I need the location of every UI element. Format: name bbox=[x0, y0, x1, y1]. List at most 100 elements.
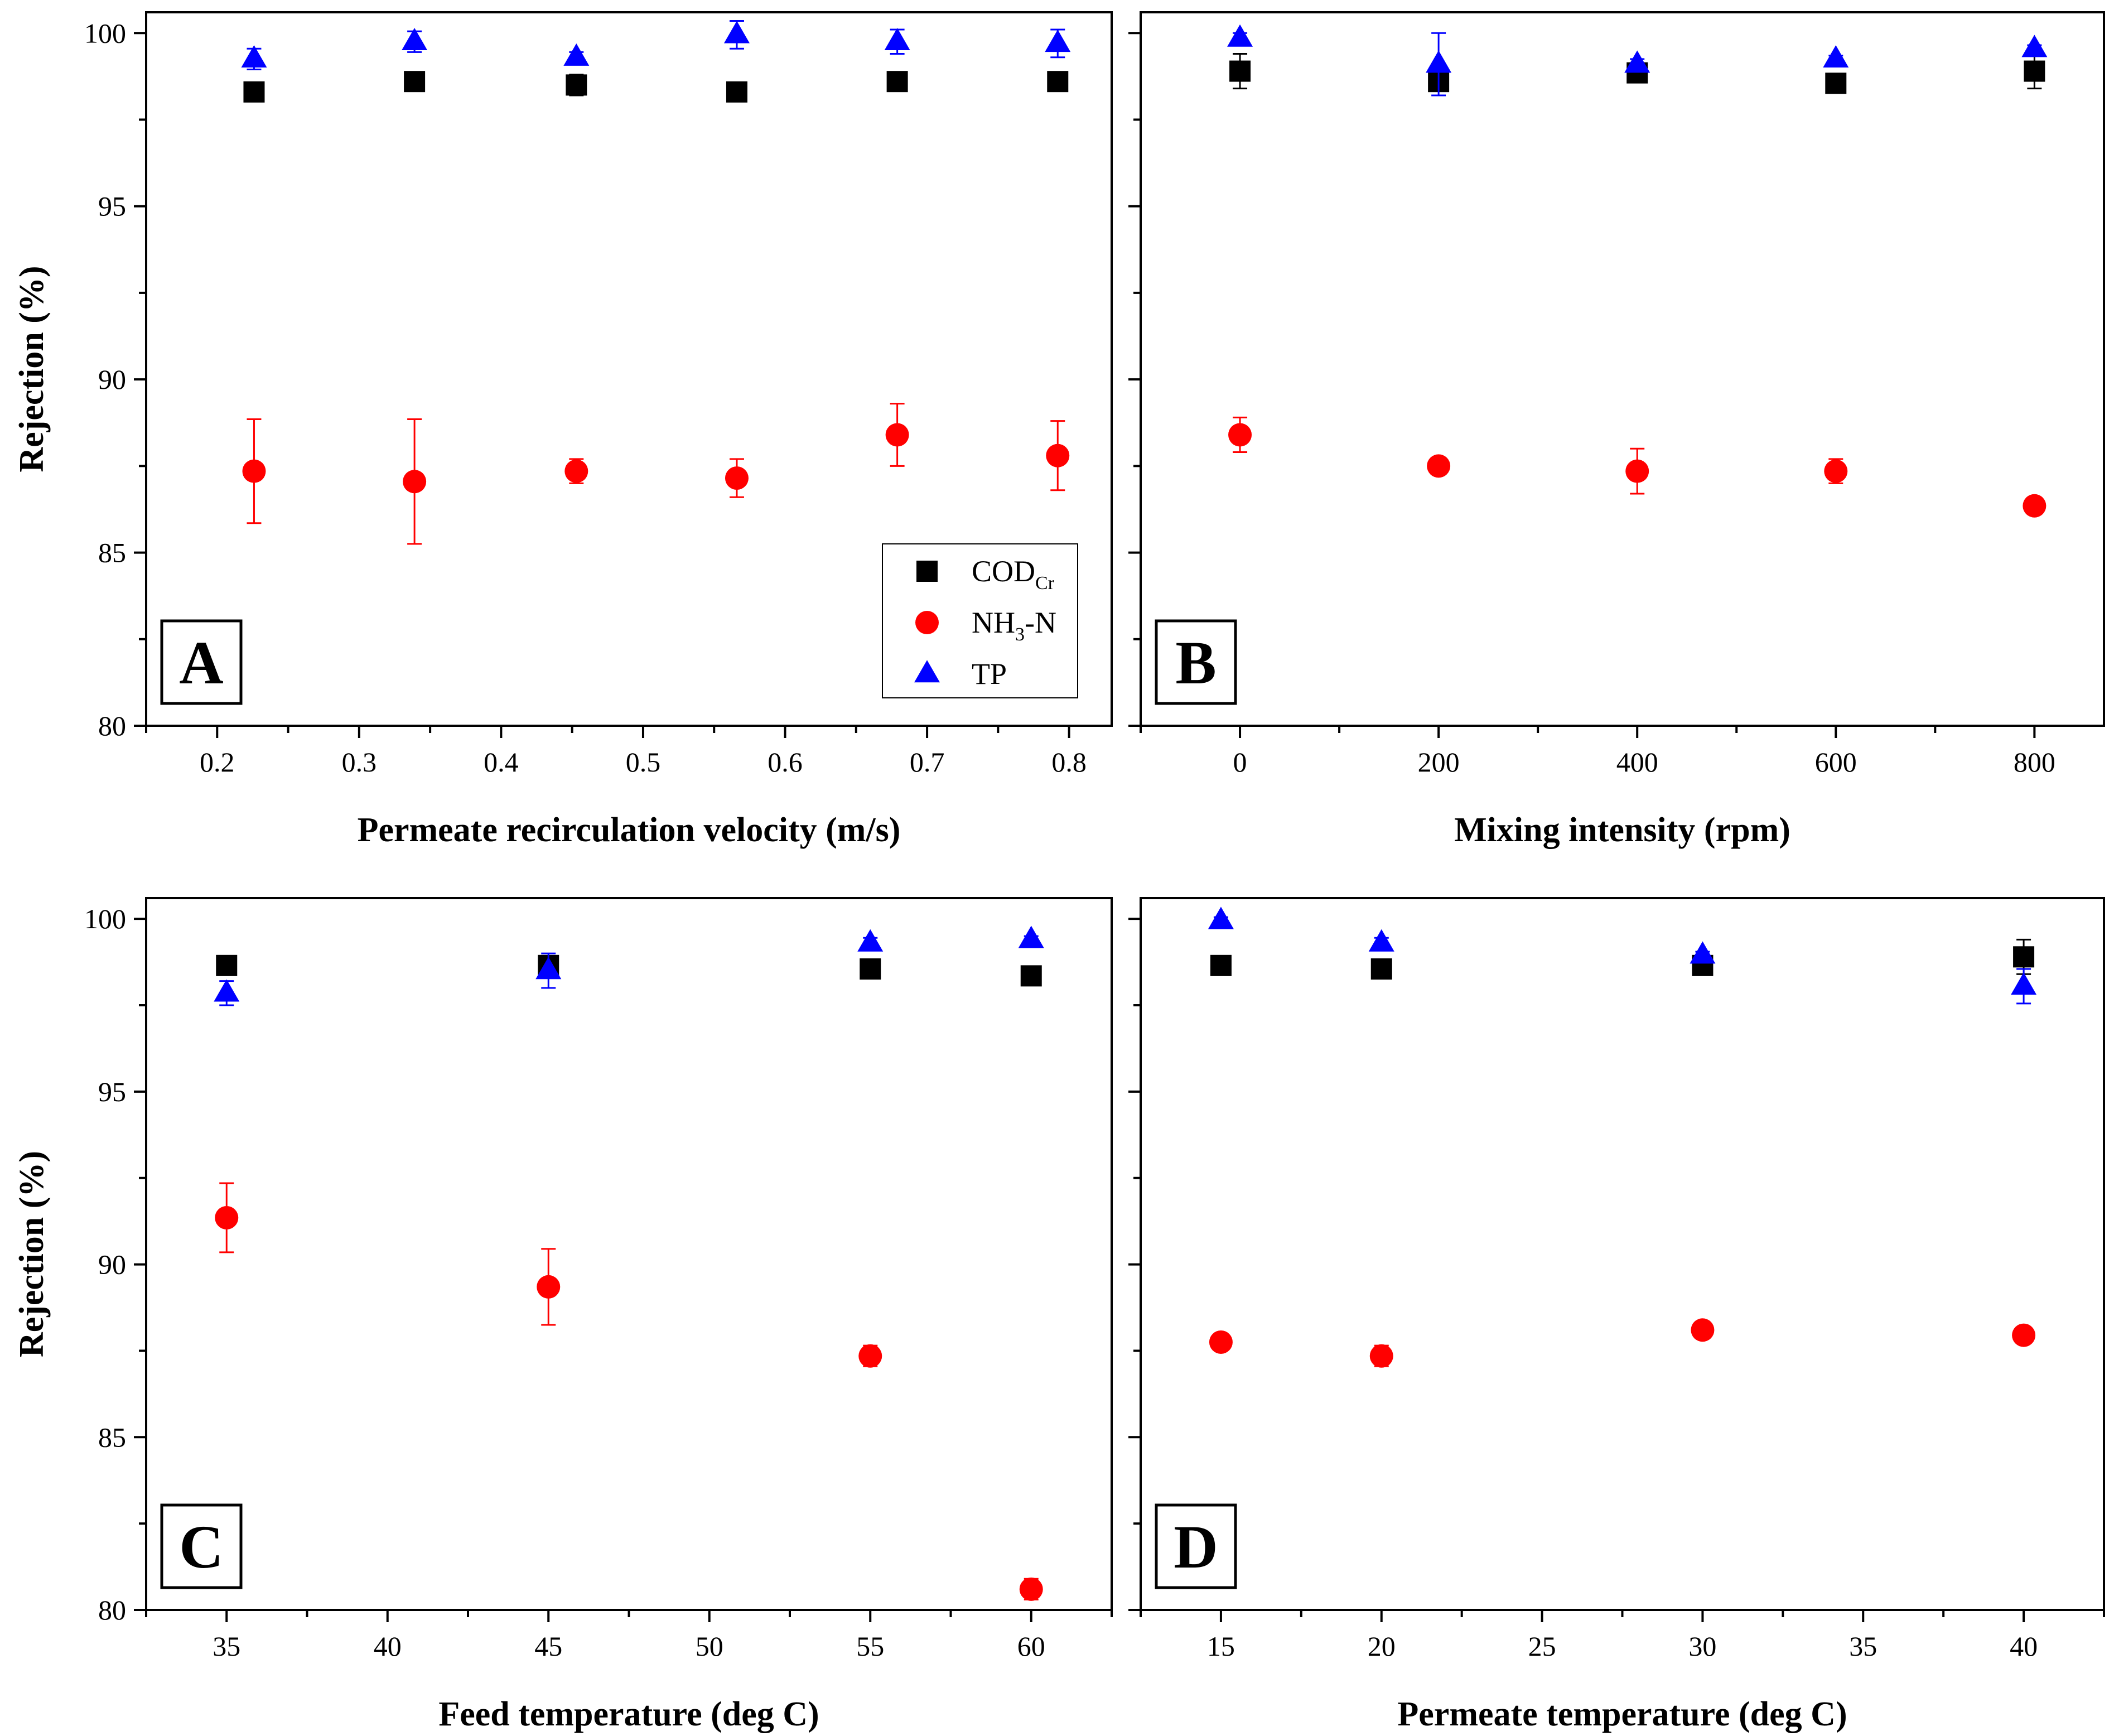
data-point-nh3 bbox=[1228, 423, 1252, 447]
x-tick-label: 600 bbox=[1815, 746, 1857, 778]
data-point-cod bbox=[216, 954, 238, 976]
y-tick-label: 85 bbox=[98, 1421, 126, 1453]
data-point-cod bbox=[1370, 958, 1392, 980]
data-point-cod bbox=[1210, 954, 1232, 976]
x-tick-label: 0.4 bbox=[484, 746, 519, 778]
data-point-cod bbox=[2024, 60, 2045, 82]
data-point-nh3 bbox=[858, 1344, 882, 1368]
y-tick-label: 80 bbox=[98, 710, 126, 741]
data-point-nh3 bbox=[1427, 454, 1451, 478]
data-point-tp bbox=[1823, 45, 1849, 68]
data-point-nh3 bbox=[1691, 1318, 1715, 1342]
x-tick-label: 35 bbox=[1849, 1631, 1877, 1662]
data-point-nh3 bbox=[725, 466, 749, 490]
plot-frame bbox=[145, 11, 1113, 727]
y-tick-label: 100 bbox=[84, 903, 126, 934]
series-nh3 bbox=[1228, 416, 2047, 518]
data-point-nh3 bbox=[1046, 443, 1070, 467]
x-tick-label: 25 bbox=[1528, 1631, 1556, 1662]
data-point-nh3 bbox=[1625, 459, 1649, 483]
data-point-tp bbox=[535, 957, 562, 980]
y-tick-label: 95 bbox=[98, 191, 126, 222]
x-tick-label: 15 bbox=[1207, 1631, 1235, 1662]
data-point-cod bbox=[243, 81, 265, 103]
data-point-nh3 bbox=[242, 459, 266, 483]
x-tick-label: 60 bbox=[1017, 1631, 1045, 1662]
data-point-tp bbox=[1624, 50, 1650, 73]
data-point-tp bbox=[1227, 24, 1253, 47]
data-point-tp bbox=[884, 27, 910, 50]
series-cod bbox=[243, 71, 1069, 103]
legend-marker-cod bbox=[916, 561, 938, 582]
data-point-tp bbox=[214, 979, 240, 1002]
x-tick-label: 0 bbox=[1233, 746, 1247, 778]
data-point-nh3 bbox=[1209, 1330, 1233, 1354]
legend-label: CODCr bbox=[972, 554, 1055, 594]
data-point-cod bbox=[860, 958, 881, 980]
y-tick-label: 95 bbox=[98, 1076, 126, 1107]
data-point-cod bbox=[404, 71, 426, 93]
data-point-nh3 bbox=[215, 1205, 239, 1229]
data-point-cod bbox=[1047, 71, 1069, 93]
panel-b: 0 200 400 600 800 Mixing intensity (rpm) B bbox=[1128, 11, 2105, 849]
y-axis-title: Rejection (%) bbox=[13, 266, 51, 472]
series-tp bbox=[241, 20, 1071, 70]
panel-label-box bbox=[160, 619, 243, 705]
data-point-cod bbox=[566, 74, 587, 96]
x-axis-title: Mixing intensity (rpm) bbox=[1454, 811, 1790, 849]
data-point-tp bbox=[1368, 929, 1394, 952]
x-tick-label: 40 bbox=[374, 1631, 402, 1662]
y-tick-label: 80 bbox=[98, 1594, 126, 1626]
x-tick-label: 800 bbox=[2014, 746, 2055, 778]
panel-label: A bbox=[179, 629, 223, 697]
panel-label: B bbox=[1175, 629, 1216, 697]
data-point-tp bbox=[1045, 30, 1071, 52]
data-point-nh3 bbox=[1824, 459, 1848, 483]
panel-label: C bbox=[179, 1513, 223, 1581]
data-point-nh3 bbox=[2023, 494, 2047, 518]
x-tick-label: 0.6 bbox=[768, 746, 803, 778]
panel-d: 15 20 25 30 35 40 Permeate temperature (deg C)… bbox=[1128, 897, 2105, 1733]
data-point-tp bbox=[1426, 50, 1452, 73]
x-tick-label: 55 bbox=[856, 1631, 884, 1662]
x-axis-title: Permeate temperature (deg C) bbox=[1397, 1695, 1847, 1733]
data-point-cod bbox=[726, 81, 747, 103]
data-point-tp bbox=[563, 43, 590, 66]
series-nh3 bbox=[242, 403, 1070, 545]
data-point-tp bbox=[1690, 941, 1716, 964]
y-axis-title: Rejection (%) bbox=[13, 1151, 51, 1357]
plot-frame bbox=[1140, 11, 2105, 727]
x-tick-label: 200 bbox=[1418, 746, 1460, 778]
data-point-tp bbox=[1018, 925, 1044, 948]
panel-a: 0.2 0.3 0.4 0.5 0.6 0.7 0.8 80 85 90 95 100 Permeate… bbox=[13, 11, 1113, 849]
legend-label: TP bbox=[972, 657, 1007, 691]
data-point-cod bbox=[886, 71, 908, 93]
data-point-cod bbox=[1229, 60, 1251, 82]
x-tick-label: 0.3 bbox=[342, 746, 377, 778]
data-point-nh3 bbox=[1369, 1344, 1393, 1368]
x-axis-title: Permeate recirculation velocity (m/s) bbox=[358, 811, 901, 849]
series-nh3 bbox=[215, 1182, 1043, 1601]
y-tick-label: 85 bbox=[98, 537, 126, 568]
y-tick-label: 100 bbox=[84, 17, 126, 49]
data-point-cod bbox=[1020, 965, 1042, 987]
panel-label-box bbox=[1155, 1503, 1237, 1589]
data-point-tp bbox=[1208, 906, 1234, 929]
x-tick-label: 0.7 bbox=[910, 746, 945, 778]
legend: CODCr NH3-N TP bbox=[882, 543, 1078, 698]
panel-label-box bbox=[160, 1503, 243, 1589]
y-tick-label: 90 bbox=[98, 1249, 126, 1280]
x-tick-label: 30 bbox=[1688, 1631, 1716, 1662]
series-tp bbox=[1227, 24, 2048, 97]
legend-box bbox=[882, 543, 1078, 698]
legend-item-tp: TP bbox=[914, 657, 1007, 691]
legend-item-nh3: NH3-N bbox=[915, 606, 1056, 645]
data-point-tp bbox=[241, 45, 267, 68]
legend-label: NH3-N bbox=[972, 606, 1056, 645]
x-tick-label: 0.5 bbox=[626, 746, 661, 778]
data-point-nh3 bbox=[1019, 1577, 1043, 1601]
data-point-nh3 bbox=[885, 423, 909, 447]
legend-marker-nh3 bbox=[915, 611, 939, 634]
data-point-nh3 bbox=[2012, 1323, 2036, 1347]
